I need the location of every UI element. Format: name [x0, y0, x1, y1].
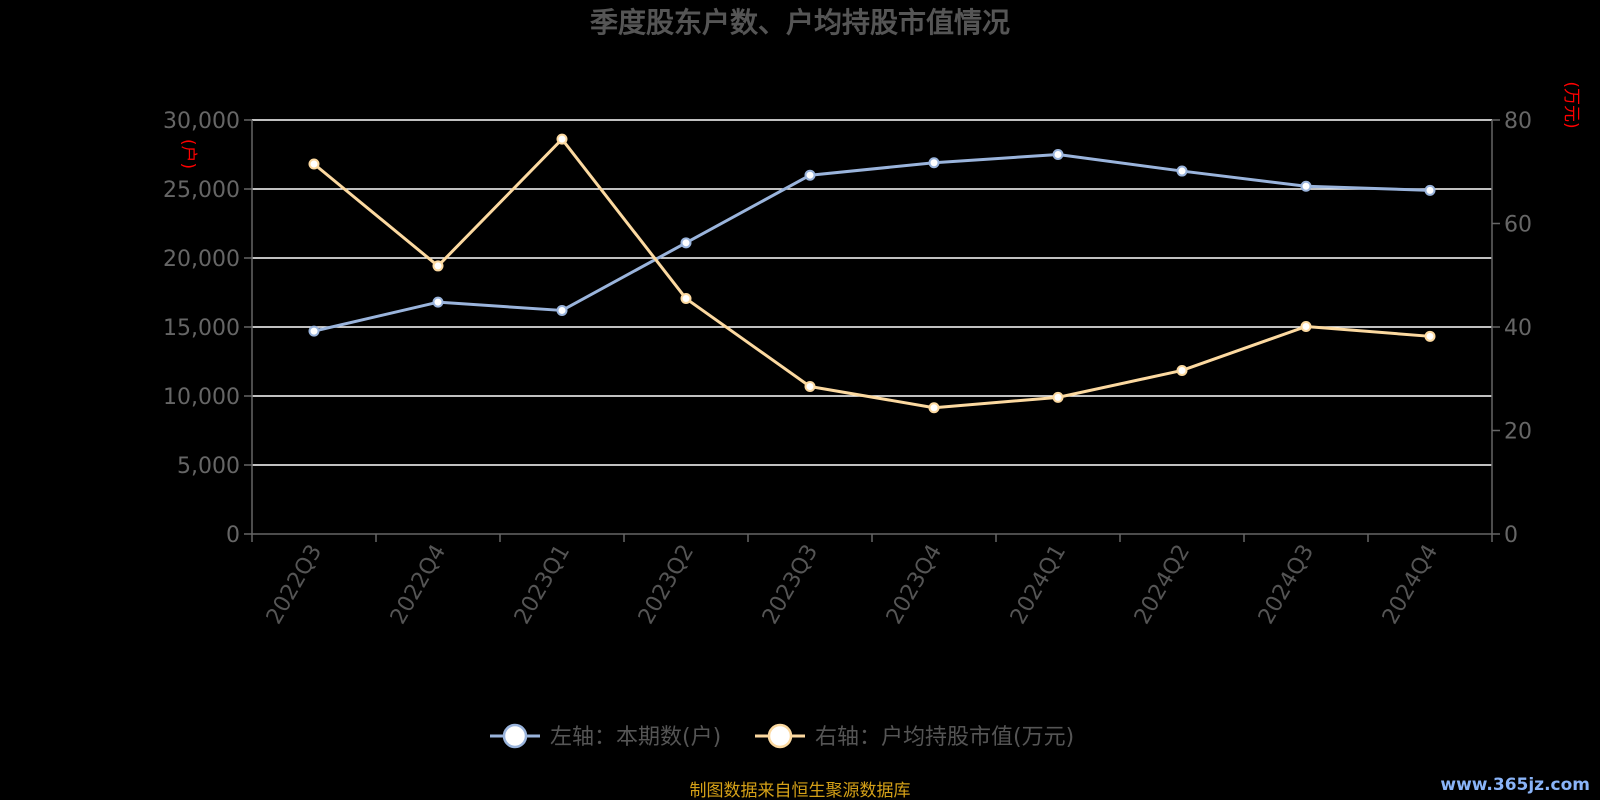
legend-item-left-series[interactable]: 左轴：本期数(户): [490, 723, 721, 750]
left-series-point[interactable]: [1052, 149, 1064, 160]
right-series-point[interactable]: [432, 260, 444, 272]
right-tick-label: 40: [1504, 316, 1532, 341]
right-series-point[interactable]: [1424, 330, 1436, 342]
x-tick-label: 2024Q1: [1006, 541, 1071, 629]
left-series-point[interactable]: [1300, 180, 1312, 192]
left-tick-label: 30,000: [163, 109, 240, 134]
legend-label-right-series: 右轴：户均持股市值(万元): [815, 725, 1074, 750]
x-tick-label: 2023Q1: [510, 541, 575, 629]
left-series-point[interactable]: [1424, 184, 1436, 196]
legend-label-left-series: 左轴：本期数(户): [550, 725, 721, 750]
left-series-point[interactable]: [308, 325, 320, 337]
legend-marker-left-icon: [502, 723, 528, 749]
legend-item-right-series[interactable]: 右轴：户均持股市值(万元): [755, 723, 1074, 750]
x-tick-label: 2024Q2: [1130, 541, 1195, 629]
left-series-point[interactable]: [928, 157, 940, 169]
grid-lines: [252, 119, 1492, 466]
x-tick-label: 2023Q4: [882, 541, 947, 629]
right-series-line: [313, 137, 1431, 410]
legend[interactable]: 左轴：本期数(户) 右轴：户均持股市值(万元): [490, 723, 1074, 750]
source-note: 制图数据来自恒生聚源数据库: [690, 781, 911, 800]
left-series-point[interactable]: [680, 237, 692, 249]
right-series-point[interactable]: [804, 381, 816, 393]
left-series-point[interactable]: [556, 304, 568, 316]
x-tick-label: 2022Q4: [386, 541, 451, 629]
right-series-point[interactable]: [1052, 391, 1064, 403]
legend-marker-right-icon: [767, 723, 793, 749]
right-series-point[interactable]: [928, 402, 940, 414]
x-tick-label: 2023Q3: [758, 541, 823, 629]
series-lines: [308, 133, 1436, 414]
left-tick-label: 15,000: [163, 316, 240, 341]
left-series-line: [313, 153, 1431, 333]
right-series-point[interactable]: [556, 133, 568, 145]
right-tick-label: 60: [1504, 213, 1532, 238]
right-tick-label: 20: [1504, 420, 1532, 445]
chart-title: 季度股东户数、户均持股市值情况: [590, 6, 1010, 39]
left-series-point[interactable]: [804, 169, 816, 181]
right-tick-label: 80: [1504, 109, 1532, 134]
left-tick-label: 5,000: [177, 454, 240, 479]
right-series-point[interactable]: [1176, 364, 1188, 376]
x-tick-label: 2023Q2: [634, 541, 699, 629]
left-axis-unit: (户): [178, 139, 198, 169]
right-axis-unit: (万元): [1561, 81, 1581, 128]
right-series-point[interactable]: [1300, 320, 1312, 332]
left-tick-label: 10,000: [163, 385, 240, 410]
left-tick-label: 20,000: [163, 247, 240, 272]
left-series-point[interactable]: [1176, 165, 1188, 177]
right-series-point[interactable]: [308, 158, 320, 170]
right-series-point[interactable]: [680, 293, 692, 305]
x-tick-label: 2024Q3: [1254, 541, 1319, 629]
left-tick-label: 25,000: [163, 178, 240, 203]
left-series-point[interactable]: [432, 296, 444, 308]
x-tick-label: 2024Q4: [1378, 541, 1443, 629]
watermark: www.365jz.com: [1440, 775, 1590, 795]
left-tick-label: 0: [226, 523, 240, 548]
right-tick-label: 0: [1504, 523, 1518, 548]
x-tick-label: 2022Q3: [262, 541, 327, 629]
